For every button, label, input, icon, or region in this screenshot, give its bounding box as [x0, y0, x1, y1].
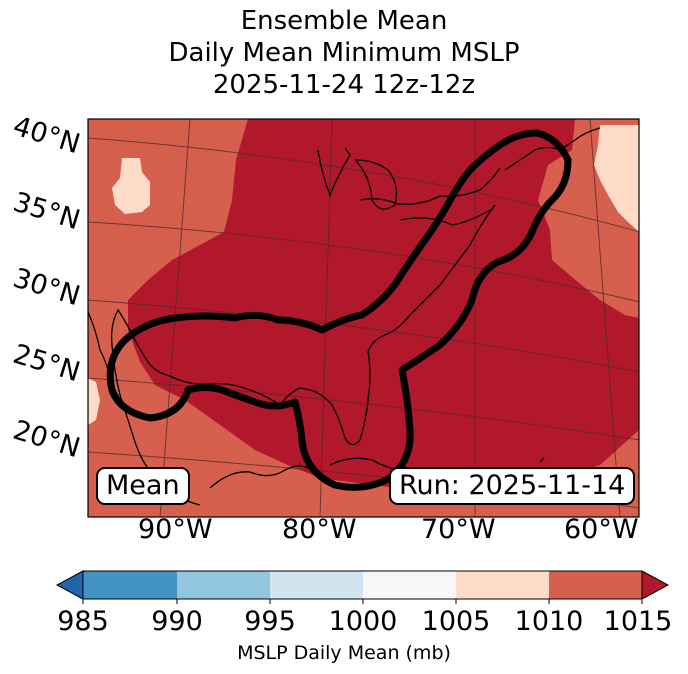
field-1005-1010-east: [594, 125, 639, 232]
title-line-1: Ensemble Mean: [240, 6, 448, 36]
lon-label-80w: 80°W: [282, 514, 357, 545]
title-line-2: Daily Mean Minimum MSLP: [168, 38, 520, 68]
lon-label-70w: 70°W: [421, 514, 496, 545]
colorbar-tick-1015: 1015: [603, 606, 673, 637]
colorbar-1000-1005: [363, 571, 456, 599]
colorbar-tick-1005: 1005: [421, 606, 491, 637]
field-1005-1010-southwest: [88, 378, 100, 425]
field-1005-1010-west: [112, 158, 150, 214]
colorbar-990-995: [177, 571, 270, 599]
colorbar-tick-985: 985: [57, 606, 109, 637]
coastlines: [88, 127, 601, 506]
colorbar-tick-1010: 1010: [514, 606, 584, 637]
colorbar: [55, 570, 670, 604]
colorbar-extend-low: [55, 570, 84, 600]
title-line-3: 2025-11-24 12z-12z: [212, 70, 476, 100]
mean-label-box: Mean: [96, 467, 190, 505]
colorbar-tick-995: 995: [244, 606, 296, 637]
colorbar-985-990: [83, 571, 177, 599]
colorbar-1005-1010: [456, 571, 549, 599]
contour-1015: [106, 129, 572, 491]
map-frame: [87, 118, 640, 518]
colorbar-tick-990: 990: [151, 606, 203, 637]
colorbar-tick-1000: 1000: [328, 606, 398, 637]
colorbar-extend-high: [641, 570, 670, 600]
run-date-box: Run: 2025-11-14: [389, 467, 636, 505]
lon-label-60w: 60°W: [564, 514, 639, 545]
map-field: [88, 119, 639, 517]
lon-label-90w: 90°W: [138, 514, 213, 545]
colorbar-tick-marks: [82, 599, 643, 604]
colorbar-1010-1015: [549, 571, 642, 599]
colorbar-995-1000: [270, 571, 363, 599]
colorbar-label: MSLP Daily Mean (mb): [237, 642, 451, 664]
